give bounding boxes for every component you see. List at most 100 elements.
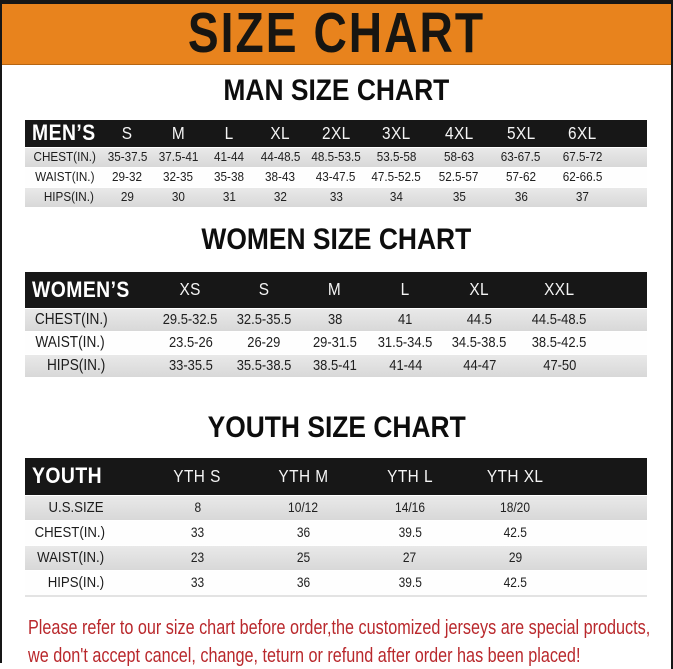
table-row: WAIST(IN.) 29-32 32-35 35-38 38-43 43-47… — [25, 166, 647, 187]
size-value-cell: 10/12 — [250, 494, 357, 520]
table-row: U.S.SIZE 8 10/12 14/16 18/20 — [25, 494, 647, 520]
size-value-cell: 44.5-48.5 — [518, 308, 601, 331]
youth-size-table: YOUTH YTH S YTH M YTH L YTH XL U.S.SIZE … — [25, 458, 647, 598]
spacer-cell — [601, 331, 647, 354]
size-value-cell: 39.5 — [357, 519, 463, 545]
footer-note-line2: we don't accept cancel, change, teturn o… — [28, 644, 581, 667]
size-column-header: L — [370, 271, 441, 308]
table-row: HIPS(IN.) 33-35.5 35.5-38.5 38.5-41 41-4… — [25, 354, 647, 377]
section-heading: WOMEN SIZE CHART — [201, 223, 472, 256]
size-value-cell: 30 — [153, 186, 204, 207]
size-value-cell: 35.5-38.5 — [228, 354, 300, 377]
table-row: WAIST(IN.) 23 25 27 29 — [25, 544, 647, 571]
size-value-cell: 43-47.5 — [307, 166, 365, 187]
size-column-header: YTH L — [357, 458, 463, 495]
size-column-header: YTH M — [250, 458, 357, 495]
size-value-cell: 29 — [102, 186, 153, 207]
size-value-cell: 27 — [357, 544, 463, 571]
size-value-cell: 26-29 — [228, 331, 300, 354]
men-size-table: MEN’S S M L XL 2XL 3XL 4XL 5XL 6XL CHEST… — [25, 119, 647, 207]
size-value-cell: 33 — [145, 519, 250, 545]
women-corner-header: WOMEN’S — [25, 271, 153, 308]
size-value-cell: 63-67.5 — [490, 146, 552, 167]
size-value-cell: 58-63 — [428, 146, 490, 167]
size-value-cell: 47.5-52.5 — [365, 166, 428, 187]
measure-label: CHEST(IN.) — [25, 519, 145, 545]
size-value-cell: 37 — [552, 186, 613, 207]
size-value-cell: 29-31.5 — [300, 331, 370, 354]
size-value-cell: 42.5 — [463, 519, 568, 545]
size-value-cell: 36 — [490, 186, 552, 207]
size-value-cell: 23.5-26 — [153, 331, 228, 354]
size-value-cell: 44.5 — [441, 308, 518, 331]
measure-label: HIPS(IN.) — [25, 354, 153, 377]
section-heading: YOUTH SIZE CHART — [207, 411, 466, 445]
spacer-cell — [613, 119, 647, 147]
spacer-cell — [601, 354, 647, 377]
size-value-cell: 35-37.5 — [102, 146, 153, 167]
size-value-cell: 44-48.5 — [254, 146, 307, 167]
size-value-cell: 36 — [250, 519, 357, 545]
size-column-header: 3XL — [365, 119, 428, 147]
size-column-header: XXL — [518, 271, 601, 308]
measure-label: HIPS(IN.) — [25, 570, 145, 596]
size-value-cell: 47-50 — [518, 354, 601, 377]
table-header-row: MEN’S S M L XL 2XL 3XL 4XL 5XL 6XL — [25, 119, 647, 147]
spacer-cell — [601, 308, 647, 331]
measure-label: WAIST(IN.) — [25, 166, 102, 187]
size-value-cell: 53.5-58 — [365, 146, 428, 167]
spacer-cell — [568, 519, 647, 545]
table-row: HIPS(IN.) 33 36 39.5 42.5 — [25, 570, 647, 596]
title-banner: SIZE CHART — [2, 4, 671, 65]
size-value-cell: 41 — [370, 308, 441, 331]
size-column-header: XL — [441, 271, 518, 308]
size-value-cell: 42.5 — [463, 570, 568, 596]
spacer-cell — [568, 544, 647, 571]
spacer-cell — [613, 186, 647, 207]
page-title: SIZE CHART — [187, 1, 486, 65]
size-value-cell: 33-35.5 — [153, 354, 228, 377]
size-value-cell: 38 — [300, 308, 370, 331]
size-value-cell: 25 — [250, 544, 357, 571]
size-column-header: 5XL — [490, 119, 552, 147]
measure-label: WAIST(IN.) — [25, 544, 145, 571]
size-value-cell: 29-32 — [102, 166, 153, 187]
size-value-cell: 8 — [145, 494, 250, 520]
women-size-table: WOMEN’S XS S M L XL XXL CHEST(IN.) 29.5-… — [25, 271, 647, 377]
size-value-cell: 38.5-41 — [300, 354, 370, 377]
top-border — [0, 0, 673, 4]
size-value-cell: 34.5-38.5 — [441, 331, 518, 354]
size-value-cell: 23 — [145, 544, 250, 571]
size-value-cell: 31.5-34.5 — [370, 331, 441, 354]
size-value-cell: 37.5-41 — [153, 146, 204, 167]
spacer-cell — [613, 166, 647, 187]
size-column-header: M — [153, 119, 204, 147]
size-value-cell: 44-47 — [441, 354, 518, 377]
table-header-row: WOMEN’S XS S M L XL XXL — [25, 271, 647, 308]
size-column-header: YTH XL — [463, 458, 568, 495]
size-value-cell: 32 — [254, 186, 307, 207]
right-border — [671, 0, 673, 669]
size-value-cell: 38-43 — [254, 166, 307, 187]
footer-note: Please refer to our size chart before or… — [28, 614, 668, 669]
size-value-cell: 33 — [307, 186, 365, 207]
size-column-header: L — [204, 119, 254, 147]
size-column-header: M — [300, 271, 370, 308]
size-value-cell: 29.5-32.5 — [153, 308, 228, 331]
size-value-cell: 57-62 — [490, 166, 552, 187]
size-column-header: XS — [153, 271, 228, 308]
size-value-cell: 36 — [250, 570, 357, 596]
left-border — [0, 0, 2, 663]
table-row: CHEST(IN.) 29.5-32.5 32.5-35.5 38 41 44.… — [25, 308, 647, 331]
size-value-cell: 62-66.5 — [552, 166, 613, 187]
size-value-cell: 14/16 — [357, 494, 463, 520]
spacer-cell — [568, 458, 647, 495]
size-column-header: XL — [254, 119, 307, 147]
size-value-cell: 32-35 — [153, 166, 204, 187]
size-column-header: YTH S — [145, 458, 250, 495]
size-value-cell: 35-38 — [204, 166, 254, 187]
size-column-header: S — [228, 271, 300, 308]
spacer-cell — [568, 494, 647, 520]
size-column-header: 2XL — [307, 119, 365, 147]
